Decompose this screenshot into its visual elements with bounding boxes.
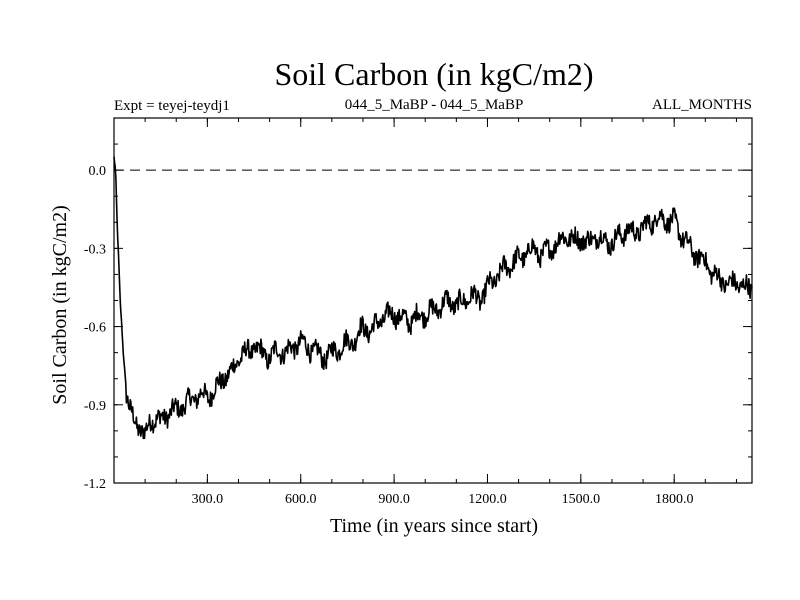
x-tick-label: 1500.0 — [562, 492, 601, 507]
y-tick-label: -0.9 — [84, 399, 106, 414]
y-tick-label: -1.2 — [84, 477, 106, 492]
subtitle-experiment: Expt = teyej-teydj1 — [114, 98, 230, 114]
x-axis-label: Time (in years since start) — [330, 515, 538, 537]
subtitle-months: ALL_MONTHS — [652, 97, 752, 113]
x-tick-label: 900.0 — [378, 492, 410, 507]
y-tick-label: -0.3 — [84, 242, 106, 257]
x-tick-label: 600.0 — [285, 492, 317, 507]
y-axis-label: Soil Carbon (in kgC/m2) — [49, 205, 71, 404]
x-tick-label: 1200.0 — [468, 492, 507, 507]
chart-title: Soil Carbon (in kgC/m2) — [274, 56, 593, 92]
subtitle-period: 044_5_MaBP - 044_5_MaBP — [345, 97, 524, 113]
plot-frame — [113, 117, 753, 484]
y-tick-label: -0.6 — [84, 321, 106, 336]
x-tick-label: 1800.0 — [655, 492, 694, 507]
y-tick-label: 0.0 — [89, 164, 107, 179]
plot-area: 300.0 600.0 900.0 1200.0 1500.0 1800.0 0.0 -0.3… — [84, 117, 753, 507]
soil-carbon-series-line — [113, 156, 753, 440]
x-tick-label: 300.0 — [192, 492, 224, 507]
